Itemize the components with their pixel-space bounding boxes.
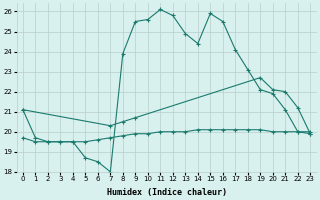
X-axis label: Humidex (Indice chaleur): Humidex (Indice chaleur) [107,188,227,197]
